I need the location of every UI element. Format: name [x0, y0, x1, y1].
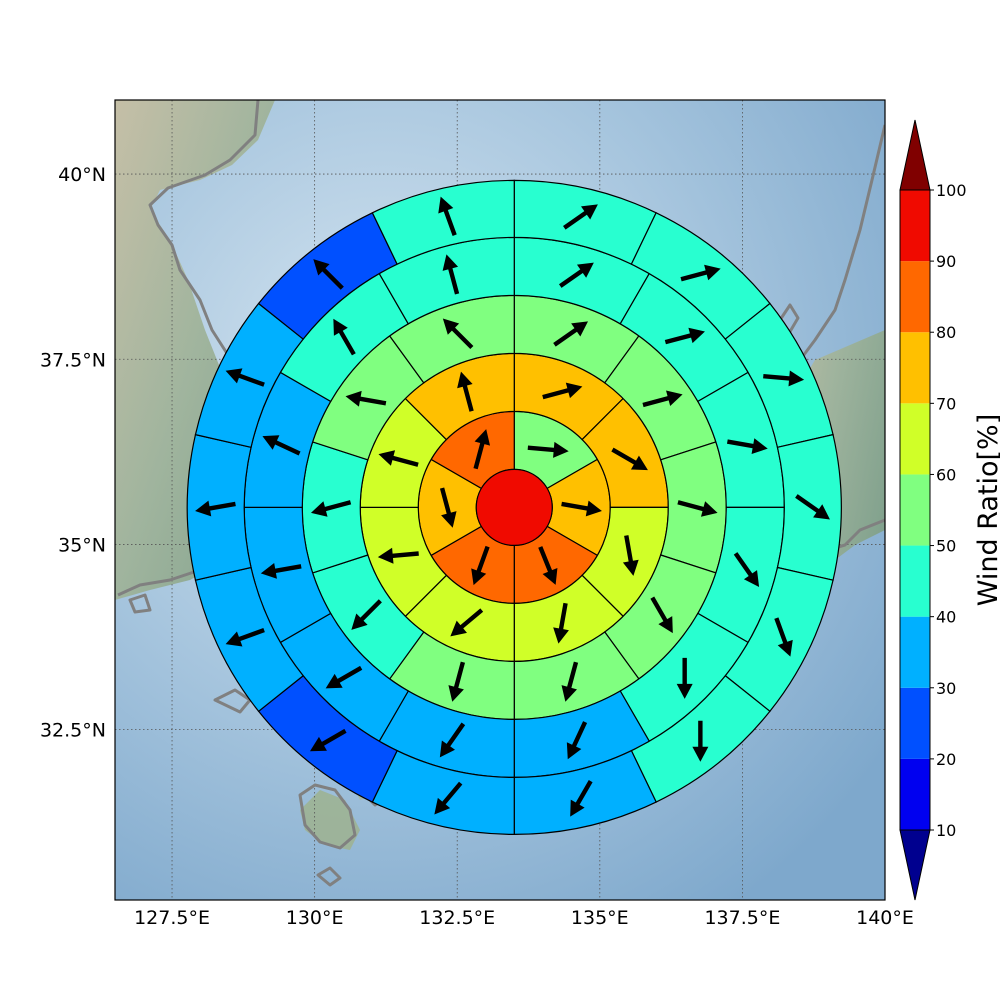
- wind-arrow: [448, 661, 466, 702]
- wind-arrow: [664, 327, 705, 345]
- wind-arrow: [553, 321, 589, 347]
- wind-arrow: [676, 657, 693, 699]
- colorbar-segments: [899, 119, 931, 901]
- wind-arrow: [260, 562, 302, 579]
- wind-arrow: [622, 535, 639, 576]
- x-tick-label: 127.5°E: [134, 907, 210, 929]
- colorbar-tick-label: 40: [936, 608, 956, 627]
- x-tick-label: 140°E: [856, 907, 914, 929]
- colorbar-tick-label: 100: [936, 181, 967, 200]
- wind-arrow: [542, 382, 583, 400]
- wind-arrow: [473, 429, 491, 470]
- colorbar-extend-max: [899, 119, 931, 191]
- wind-sector: [371, 179, 515, 265]
- y-axis-ticks: 32.5°N 35°N 37.5°N 40°N: [40, 164, 106, 742]
- wind-arrow: [726, 438, 768, 454]
- colorbar-segment: [900, 190, 930, 262]
- wind-arrow: [439, 722, 466, 758]
- colorbar-label: Wind Ratio[%]: [973, 414, 1000, 606]
- wind-arrow: [309, 728, 347, 752]
- x-tick-label: 135°E: [571, 907, 629, 929]
- y-tick-label: 40°N: [58, 164, 106, 186]
- colorbar-tick-label: 70: [936, 394, 956, 413]
- colorbar-tick-label: 20: [936, 750, 956, 769]
- wind-arrow: [345, 390, 387, 407]
- colorbar: 10 20 30 40 50 60 70 80 90 100 Wind Ratio[%]: [899, 119, 1000, 901]
- wind-arrow: [434, 781, 463, 815]
- wind-arrow: [225, 368, 265, 387]
- wind-arrow: [561, 500, 602, 517]
- wind-arrow: [566, 721, 588, 760]
- colorbar-segment: [900, 616, 930, 688]
- wind-arrow: [611, 447, 648, 471]
- wind-arrow: [538, 546, 558, 585]
- wind-arrow: [558, 262, 594, 288]
- wind-arrow: [692, 720, 709, 762]
- wind-arrow: [457, 371, 474, 412]
- colorbar-tick-label: 90: [936, 252, 956, 271]
- wind-arrow: [450, 608, 484, 637]
- center-disc: [475, 468, 553, 547]
- colorbar-tick-label: 30: [936, 679, 956, 698]
- wind-arrow: [325, 665, 363, 689]
- colorbar-extend-min: [899, 829, 931, 901]
- wind-arrow: [561, 661, 579, 702]
- wind-arrow: [378, 450, 419, 467]
- wind-arrow: [442, 318, 474, 350]
- wind-arrow: [774, 617, 793, 657]
- wind-arrow: [438, 196, 457, 236]
- colorbar-tick-label: 50: [936, 537, 956, 556]
- map-axes: 127.5°E 130°E 132.5°E 135°E 137.5°E 140°E 32.…: [40, 99, 914, 929]
- wind-arrow: [642, 390, 683, 408]
- wind-arrow: [795, 494, 830, 520]
- wind-arrow: [763, 370, 805, 387]
- colorbar-segment: [900, 545, 930, 617]
- wind-arrow: [563, 204, 598, 230]
- y-tick-label: 32.5°N: [40, 720, 106, 742]
- colorbar-segment: [900, 687, 930, 759]
- wind-arrow: [650, 596, 673, 634]
- wind-arrow: [225, 628, 265, 647]
- colorbar-segment: [900, 758, 930, 830]
- wind-arrow: [733, 552, 760, 587]
- wind-arrow: [553, 602, 569, 644]
- wind-arrow: [439, 487, 457, 528]
- wind-arrow: [195, 500, 236, 517]
- colorbar-tick-label: 60: [936, 465, 956, 484]
- wind-arrow: [351, 599, 382, 630]
- x-tick-label: 132.5°E: [419, 907, 495, 929]
- wind-arrow: [377, 547, 419, 564]
- y-tick-label: 37.5°N: [40, 349, 106, 371]
- colorbar-segment: [900, 332, 930, 404]
- wind-arrow: [333, 318, 356, 356]
- wind-arrow: [570, 780, 593, 817]
- map-frame: [114, 99, 886, 901]
- wind-arrow: [262, 435, 301, 456]
- colorbar-segment: [900, 261, 930, 333]
- y-tick-label: 35°N: [58, 534, 106, 556]
- colorbar-tick-label: 80: [936, 323, 956, 342]
- x-axis-ticks: 127.5°E 130°E 132.5°E 135°E 137.5°E 140°E: [134, 907, 914, 929]
- wind-arrow: [313, 259, 344, 290]
- wind-arrow: [471, 545, 490, 586]
- colorbar-tick-label: 10: [936, 821, 956, 840]
- colorbar-ticks: 10 20 30 40 50 60 70 80 90 100: [930, 181, 967, 840]
- colorbar-frame: [899, 189, 931, 831]
- wind-arrow: [527, 441, 569, 458]
- wind-arrow: [442, 254, 460, 295]
- colorbar-segment: [900, 474, 930, 546]
- x-tick-label: 130°E: [286, 907, 344, 929]
- wind-arrow: [680, 264, 721, 282]
- wind-arrow: [677, 500, 718, 517]
- wind-arrows: [195, 196, 830, 817]
- x-tick-label: 137.5°E: [704, 907, 780, 929]
- wind-arrow: [310, 500, 352, 517]
- colorbar-segment: [900, 403, 930, 475]
